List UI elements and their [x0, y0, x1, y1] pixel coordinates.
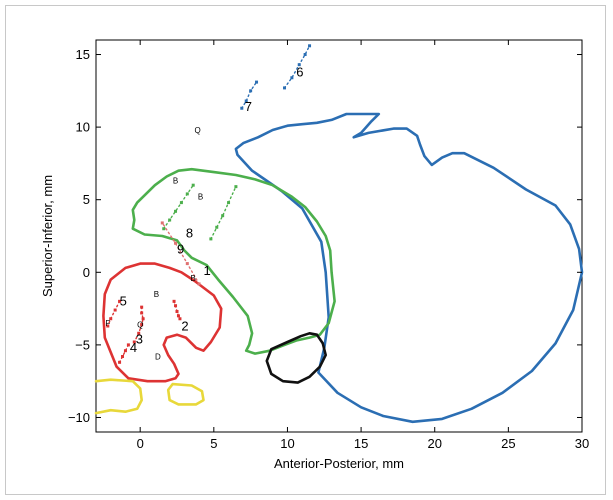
track-label: 6 [296, 64, 303, 79]
tracks-layer: 1 2 34 5 6 7 89 [106, 44, 312, 364]
contour-line [234, 112, 584, 424]
track-point [132, 340, 136, 344]
track-point [308, 44, 312, 48]
track-label: 5 [120, 294, 127, 309]
x-tick-label: 10 [280, 436, 294, 451]
y-tick-label: −10 [68, 410, 90, 425]
track-point [141, 317, 145, 321]
track-point [106, 324, 110, 328]
track-label: 1 [204, 263, 211, 278]
track-point [109, 317, 113, 321]
y-tick-label: 10 [76, 120, 90, 135]
track-line [162, 184, 194, 230]
track-point [168, 218, 172, 222]
track-label: 8 [186, 225, 193, 240]
marker-label: Q [137, 320, 143, 329]
marker-label: B [173, 177, 178, 186]
marker-label: B [154, 290, 159, 299]
track-point [174, 241, 178, 245]
track-label: 4 [130, 340, 137, 355]
contour-line [94, 378, 143, 415]
track-point [209, 237, 213, 241]
track-point [175, 309, 179, 313]
track-point [140, 305, 144, 309]
track-label: 2 [181, 318, 188, 333]
track-point [283, 86, 287, 90]
markers-layer: Q B B B B Q F D [105, 126, 203, 361]
track-point [174, 304, 178, 308]
track-label: 9 [177, 241, 184, 256]
y-tick-label: −5 [75, 337, 90, 352]
track-line [161, 222, 200, 285]
track-point [121, 355, 125, 359]
marker-label: F [105, 319, 110, 328]
track-point [215, 225, 219, 229]
track-point [113, 308, 117, 312]
x-tick-label: 0 [137, 436, 144, 451]
track-point [140, 323, 144, 327]
y-tick-label: 5 [83, 192, 90, 207]
track-point [179, 201, 183, 205]
x-tick-label: 20 [427, 436, 441, 451]
contour-line [166, 382, 205, 406]
track-point [140, 311, 144, 315]
track-label: 7 [245, 99, 252, 114]
track-point [118, 299, 122, 303]
track-point [191, 183, 195, 187]
track-point [197, 282, 201, 286]
track-point [123, 349, 127, 353]
track-line [241, 81, 258, 109]
track-point [160, 221, 164, 225]
track-point [126, 343, 130, 347]
track-point [290, 76, 294, 80]
track-point [172, 299, 176, 303]
x-tick-label: 15 [354, 436, 368, 451]
track-point [137, 331, 141, 335]
marker-label: Q [195, 126, 201, 135]
track-point [240, 106, 244, 110]
track-point [176, 314, 180, 318]
track-point [118, 360, 122, 364]
y-axis-label: Superior-Inferior, mm [40, 175, 55, 297]
track-point [303, 53, 307, 57]
track-point [178, 317, 182, 321]
y-tick-label: 15 [76, 47, 90, 62]
track-point [221, 214, 225, 218]
track-label: 3 [136, 331, 143, 346]
x-axis-label: Anterior-Posterior, mm [274, 456, 404, 471]
track-line [210, 185, 237, 240]
track-line [118, 344, 130, 363]
track-point [162, 227, 166, 231]
track-point [234, 185, 238, 189]
marker-label: D [155, 352, 161, 361]
x-tick-label: 30 [575, 436, 589, 451]
track-point [249, 89, 253, 93]
chart-frame [5, 5, 606, 495]
contours-layer [94, 112, 584, 424]
track-point [297, 63, 301, 67]
track-point [255, 80, 259, 84]
y-tick-label: 0 [83, 265, 90, 280]
track-point [227, 201, 231, 205]
contour-line [265, 331, 328, 384]
plot-area [95, 39, 583, 433]
marker-label: B [191, 274, 196, 283]
track-point [185, 262, 189, 266]
contour-line [102, 262, 223, 383]
x-tick-label: 25 [501, 436, 515, 451]
track-point [174, 209, 178, 213]
track-line [107, 300, 121, 327]
track-point [185, 192, 189, 196]
track-point [244, 99, 248, 103]
x-tick-label: 5 [210, 436, 217, 451]
x-axis: 0 5 10 15 20 25 30 [137, 40, 589, 451]
marker-label: B [198, 193, 203, 202]
contour-line [131, 167, 336, 355]
